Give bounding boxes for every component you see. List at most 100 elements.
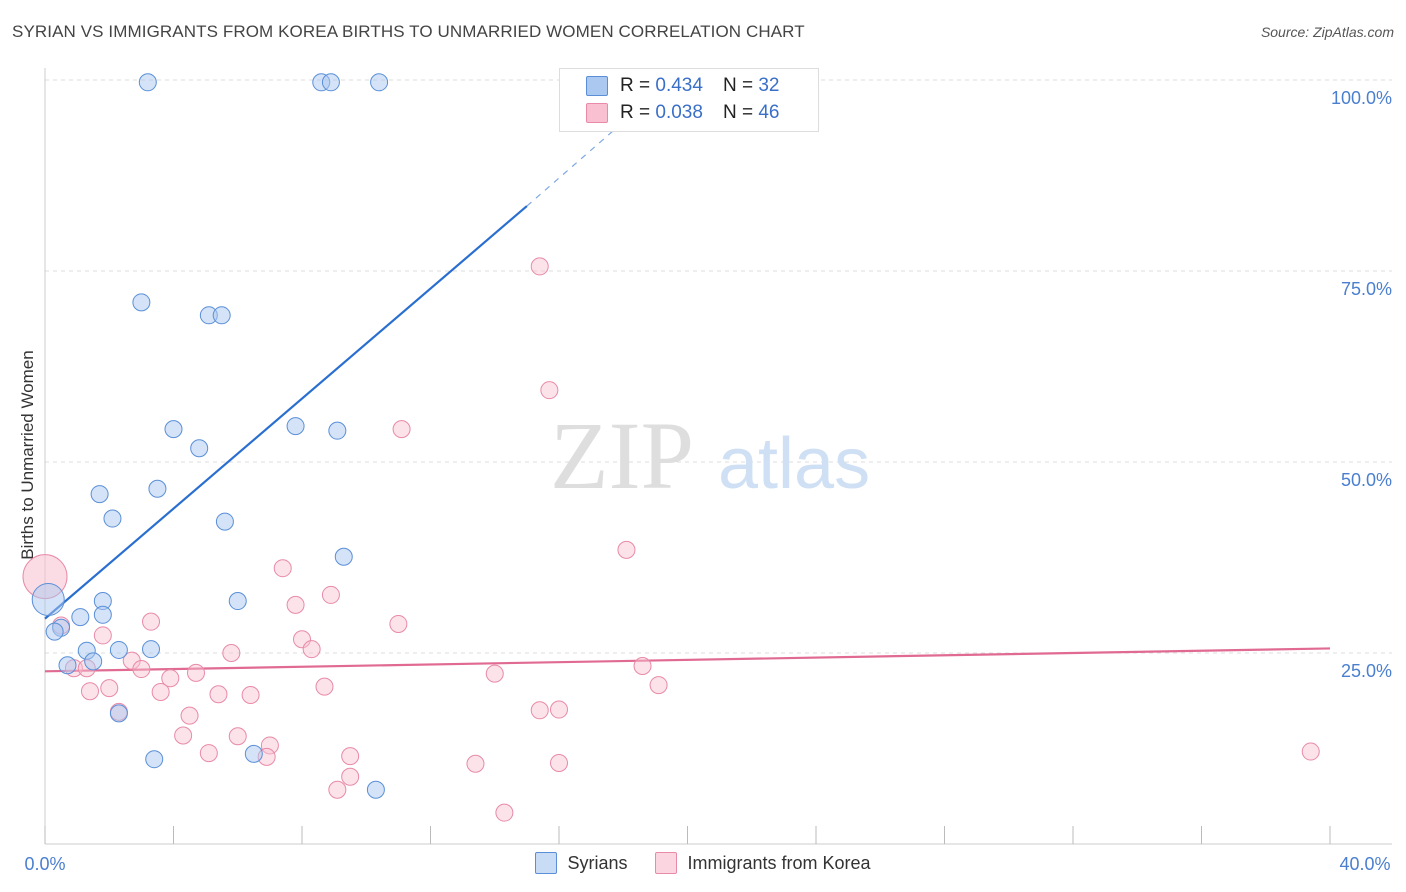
korea-point	[550, 700, 568, 719]
axes	[44, 68, 1392, 845]
y-tick-label: 75.0%	[1341, 279, 1392, 299]
korea-point	[180, 706, 199, 725]
y-tick-label: 100.0%	[1331, 88, 1392, 108]
syrians-point	[31, 583, 65, 617]
syrians-point	[212, 306, 231, 325]
korea-point	[142, 612, 161, 631]
syrians-trend-line	[44, 205, 528, 620]
legend-r-label: R =	[620, 75, 651, 96]
korea-point	[260, 736, 279, 755]
syrians-point	[45, 622, 64, 641]
korea-trend-line	[44, 647, 1331, 673]
trend-lines	[44, 121, 1331, 673]
bottom-legend-korea-label: Immigrants from Korea	[687, 852, 871, 873]
korea-r-value: 0.038	[655, 102, 703, 123]
legend-n-label: N =	[722, 102, 754, 123]
syrians-point	[286, 417, 305, 436]
bottom-legend-syrians-label: Syrians	[567, 852, 628, 873]
syrians-point	[321, 73, 340, 92]
legend-row-korea: R = 0.038 N = 46	[586, 101, 779, 125]
legend-n-label: N =	[722, 75, 754, 96]
syrians-point	[71, 608, 90, 627]
y-tick-label: 50.0%	[1341, 470, 1392, 490]
syrians-point	[58, 656, 77, 675]
korea-point	[392, 420, 411, 439]
syrians-swatch	[586, 76, 608, 96]
korea-swatch	[586, 103, 608, 123]
syrians-point	[103, 509, 122, 528]
data-points	[22, 73, 1320, 822]
syrians-point	[228, 592, 247, 611]
syrians-point	[334, 547, 353, 566]
korea-point	[550, 754, 568, 773]
korea-point	[161, 669, 180, 688]
korea-point	[93, 626, 112, 645]
korea-point	[540, 381, 559, 400]
korea-point	[174, 726, 193, 745]
bottom-legend-syrians: Syrians	[535, 852, 627, 874]
korea-point	[328, 780, 347, 799]
korea-point	[100, 679, 119, 698]
korea-point	[341, 767, 360, 786]
source-label: Source: ZipAtlas.com	[1260, 24, 1394, 40]
korea-point	[389, 614, 408, 633]
syrians-point	[90, 485, 109, 504]
korea-point	[315, 677, 334, 696]
korea-point	[222, 644, 241, 662]
legend-r-label: R =	[620, 102, 651, 123]
korea-point	[321, 585, 340, 604]
korea-point	[186, 663, 205, 682]
korea-point	[132, 660, 151, 679]
korea-point	[485, 664, 504, 683]
korea-point	[341, 747, 360, 766]
syrians-swatch	[535, 852, 558, 874]
syrians-point	[148, 479, 167, 498]
syrians-point	[366, 780, 385, 799]
korea-point	[199, 744, 218, 763]
syrians-point	[109, 704, 128, 723]
korea-point	[228, 727, 247, 746]
korea-point	[633, 656, 652, 675]
syrians-point	[93, 605, 112, 624]
korea-point	[466, 754, 485, 773]
syrians-point	[142, 640, 161, 659]
tick-labels: 25.0% 50.0% 75.0% 100.0% 0.0% 40.0%	[24, 88, 1392, 874]
legend-row-syrians: R = 0.434 N = 32	[586, 74, 779, 98]
chart-title: SYRIAN VS IMMIGRANTS FROM KOREA BIRTHS T…	[12, 22, 805, 41]
syrians-point	[138, 73, 157, 92]
korea-swatch	[655, 852, 678, 874]
korea-point	[530, 701, 549, 720]
x-tick-label: 0.0%	[24, 854, 65, 874]
korea-point	[80, 682, 99, 701]
x-tick-label: 40.0%	[1339, 854, 1390, 874]
watermark-zip: ZIP	[550, 402, 694, 509]
y-tick-label: 25.0%	[1341, 661, 1392, 681]
syrians-trend-extension	[526, 121, 624, 207]
syrians-point	[190, 439, 209, 458]
korea-point	[209, 685, 228, 704]
korea-point	[530, 257, 549, 276]
legend: R = 0.434 N = 32 R = 0.038 N = 46	[559, 68, 819, 132]
korea-point	[1301, 742, 1320, 761]
syrians-n-value: 32	[758, 75, 780, 96]
grid-lines	[45, 79, 1392, 654]
bottom-legend: Syrians Immigrants from Korea	[0, 852, 1406, 874]
syrians-point	[244, 744, 263, 763]
korea-point	[293, 630, 311, 649]
korea-point	[273, 559, 292, 578]
syrians-point	[109, 640, 128, 659]
syrians-point	[328, 421, 347, 440]
syrians-point	[145, 750, 164, 769]
korea-point	[617, 540, 636, 559]
syrians-point	[215, 512, 234, 531]
korea-point	[241, 686, 260, 705]
syrians-point	[84, 652, 103, 671]
korea-point	[302, 640, 321, 659]
korea-point	[286, 595, 305, 614]
bottom-legend-korea: Immigrants from Korea	[655, 852, 871, 874]
syrians-point	[164, 420, 183, 439]
korea-point	[151, 682, 170, 701]
watermark-atlas: atlas	[718, 424, 870, 504]
korea-point	[495, 803, 514, 822]
